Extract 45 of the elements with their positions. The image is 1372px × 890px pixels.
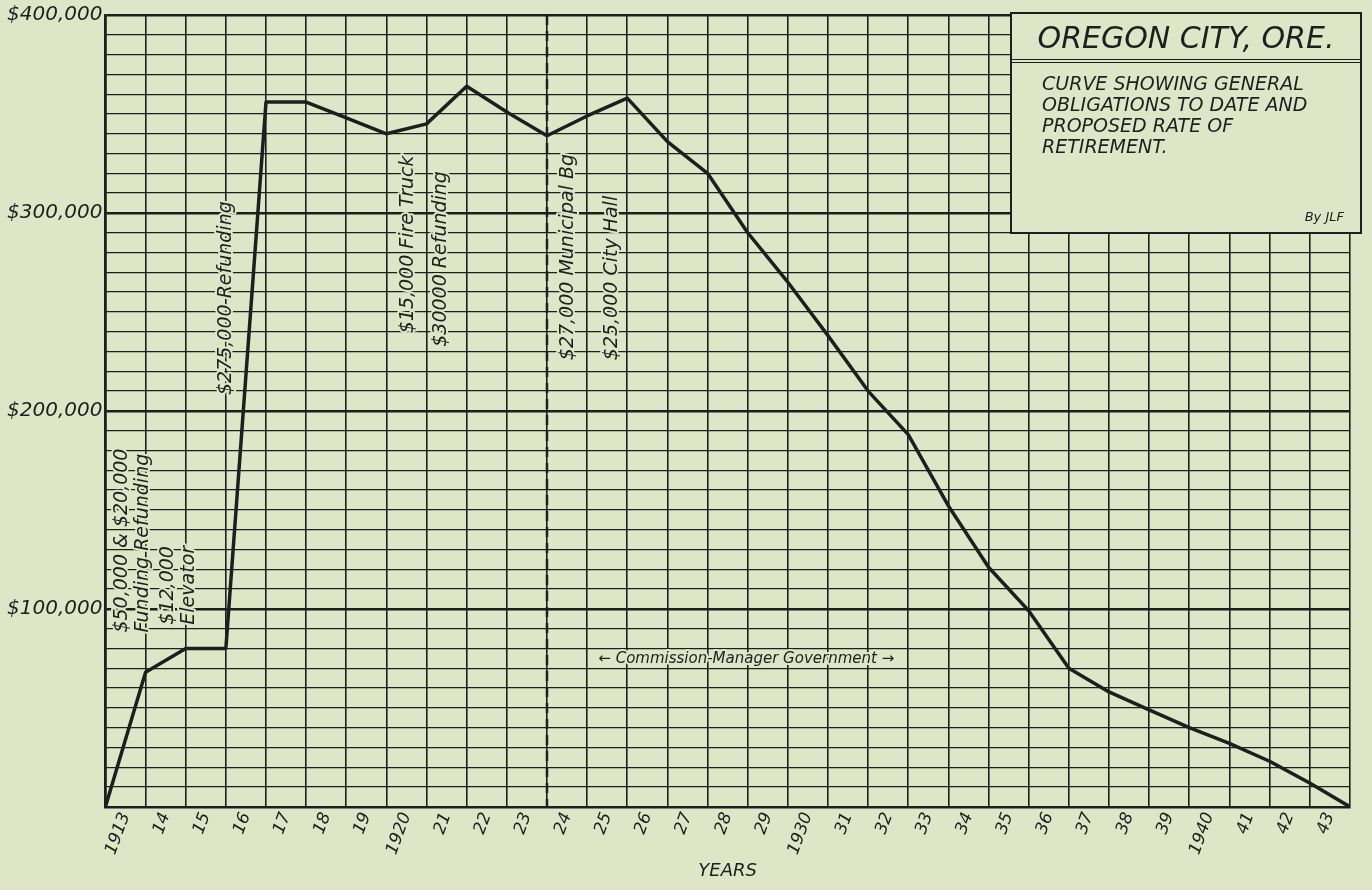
x-tick-label: 25: [588, 809, 616, 837]
x-tick-label: 38: [1110, 809, 1138, 837]
annotation: $15,000 Fire Truck: [394, 154, 417, 334]
x-tick-label: 29: [749, 809, 776, 837]
y-tick-label: $100,000: [6, 595, 103, 620]
x-tick-label: 1940: [1183, 809, 1218, 857]
x-tick-label: 14: [147, 809, 174, 837]
x-tick-label: 16: [227, 809, 254, 837]
x-tick-label: 18: [307, 809, 335, 837]
x-tick-label: 31: [829, 809, 856, 837]
y-tick-label: $200,000: [6, 397, 103, 422]
annotation: $275,000 Refunding: [213, 201, 236, 396]
annotation: $25,000 City Hall: [598, 195, 621, 361]
x-tick-label: 43: [1311, 809, 1338, 837]
x-tick-label: 39: [1150, 809, 1178, 837]
x-tick-label: 42: [1271, 809, 1298, 837]
text: CURVE SHOWING GENERAL OBLIGATIONS TO DATE AND PROPOSED RATE OF RETIREMENT.: [1041, 71, 1309, 157]
x-tick-label: 36: [1030, 809, 1057, 837]
x-axis-title: YEARS: [698, 858, 757, 880]
y-tick-label: $400,000: [6, 1, 103, 26]
annotation: $27,000 Municipal Bg: [555, 153, 578, 361]
y-tick-label: $300,000: [6, 199, 103, 224]
x-tick-label: 1920: [380, 809, 415, 857]
x-tick-label: 1930: [782, 809, 816, 857]
annotation: $12,000 Elevator: [154, 544, 198, 625]
x-tick-label: 34: [950, 809, 977, 837]
x-tick-label: 24: [548, 809, 575, 837]
x-tick-label: 27: [669, 809, 696, 837]
x-tick-label: 35: [990, 809, 1017, 837]
x-tick-label: 1913: [99, 809, 134, 857]
annotation: By JLF: [1304, 209, 1344, 224]
x-tick-label: 32: [869, 809, 897, 837]
x-tick-label: 33: [910, 809, 937, 837]
x-tick-label: 26: [629, 809, 656, 837]
annotation: $30000 Refunding: [428, 171, 451, 347]
x-tick-label: 37: [1070, 809, 1097, 837]
x-tick-label: 19: [348, 809, 375, 837]
x-tick-label: 28: [709, 809, 736, 837]
chart-title: OREGON CITY, ORE.: [1012, 14, 1360, 63]
x-tick-label: 23: [508, 809, 535, 837]
x-tick-label: 17: [267, 809, 295, 837]
x-tick-label: 41: [1231, 809, 1258, 837]
x-tick-label: 15: [187, 809, 214, 837]
x-tick-label: 21: [428, 809, 455, 837]
x-tick-label: 22: [468, 809, 495, 837]
